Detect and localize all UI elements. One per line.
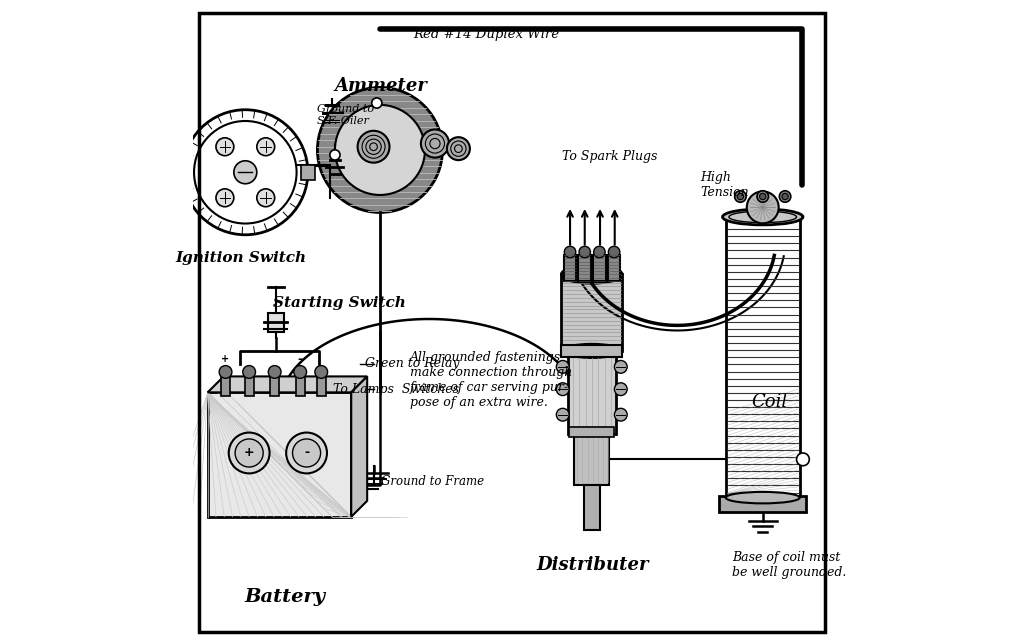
Text: Red #14 Duplex Wire: Red #14 Duplex Wire (414, 29, 559, 41)
Circle shape (556, 360, 569, 373)
Bar (569, 427, 614, 437)
Circle shape (294, 366, 306, 378)
Bar (579, 255, 591, 281)
Circle shape (183, 110, 308, 235)
Bar (574, 434, 609, 485)
Bar (607, 255, 621, 281)
Circle shape (357, 131, 389, 163)
Text: +: + (244, 447, 254, 459)
Bar (584, 485, 600, 530)
Bar (719, 496, 806, 512)
Bar (296, 375, 305, 396)
Circle shape (779, 191, 791, 202)
Circle shape (257, 189, 274, 207)
Circle shape (219, 366, 231, 378)
Bar (561, 345, 622, 357)
Text: Battery: Battery (245, 588, 326, 605)
Circle shape (737, 193, 743, 200)
Text: Starting Switch: Starting Switch (272, 296, 406, 310)
Text: Green to Relay: Green to Relay (366, 357, 460, 370)
Circle shape (286, 433, 327, 473)
Circle shape (797, 453, 809, 466)
Circle shape (236, 439, 263, 467)
Circle shape (194, 121, 297, 223)
Circle shape (614, 360, 627, 373)
Circle shape (746, 191, 778, 223)
Ellipse shape (723, 209, 803, 225)
Circle shape (330, 150, 340, 160)
Bar (245, 375, 254, 396)
Text: +: + (221, 354, 229, 364)
Text: All grounded fastenings
make connection through
frame of car serving pur-
pose o: All grounded fastenings make connection … (410, 351, 572, 408)
Bar (268, 313, 284, 332)
Circle shape (760, 193, 766, 200)
Ellipse shape (561, 344, 622, 358)
Circle shape (608, 246, 620, 258)
Text: -: - (298, 353, 303, 366)
Text: Ammeter: Ammeter (335, 77, 428, 95)
Text: To Spark Plugs: To Spark Plugs (562, 150, 657, 163)
Circle shape (421, 130, 449, 158)
Circle shape (556, 408, 569, 421)
Text: To Lamps  Switches: To Lamps Switches (334, 383, 460, 396)
Circle shape (614, 383, 627, 396)
Circle shape (216, 189, 233, 207)
Text: -: - (304, 447, 309, 459)
Text: Ignition Switch: Ignition Switch (175, 251, 306, 265)
Circle shape (233, 161, 257, 184)
Text: Ground to
S.F. Oiler: Ground to S.F. Oiler (317, 104, 375, 126)
Bar (561, 274, 622, 351)
Circle shape (372, 98, 382, 108)
Circle shape (757, 191, 768, 202)
Circle shape (228, 433, 269, 473)
Circle shape (335, 105, 425, 195)
Bar (208, 392, 351, 517)
Bar (270, 375, 280, 396)
Polygon shape (208, 376, 368, 392)
Circle shape (594, 246, 605, 258)
Polygon shape (351, 376, 368, 517)
Bar (316, 375, 326, 396)
Text: Distributer: Distributer (537, 556, 649, 574)
Circle shape (268, 366, 281, 378)
Circle shape (314, 366, 328, 378)
Bar (593, 255, 606, 281)
Ellipse shape (726, 492, 800, 503)
Circle shape (556, 383, 569, 396)
Circle shape (564, 246, 575, 258)
Circle shape (782, 193, 788, 200)
Text: Ground to Frame: Ground to Frame (381, 475, 484, 488)
Bar (563, 255, 577, 281)
Bar (568, 351, 615, 434)
Bar (221, 375, 230, 396)
Circle shape (293, 439, 321, 467)
Bar (301, 165, 315, 180)
Circle shape (243, 366, 256, 378)
Text: High
Tension: High Tension (700, 171, 749, 199)
Circle shape (446, 137, 470, 160)
Ellipse shape (561, 265, 622, 283)
Text: Base of coil must
be well grounded.: Base of coil must be well grounded. (732, 551, 847, 579)
Circle shape (216, 138, 233, 156)
Circle shape (579, 246, 591, 258)
Text: Coil: Coil (752, 393, 787, 411)
Circle shape (734, 191, 746, 202)
Circle shape (257, 138, 274, 156)
Circle shape (317, 87, 442, 212)
Circle shape (614, 408, 627, 421)
Bar (726, 217, 800, 498)
